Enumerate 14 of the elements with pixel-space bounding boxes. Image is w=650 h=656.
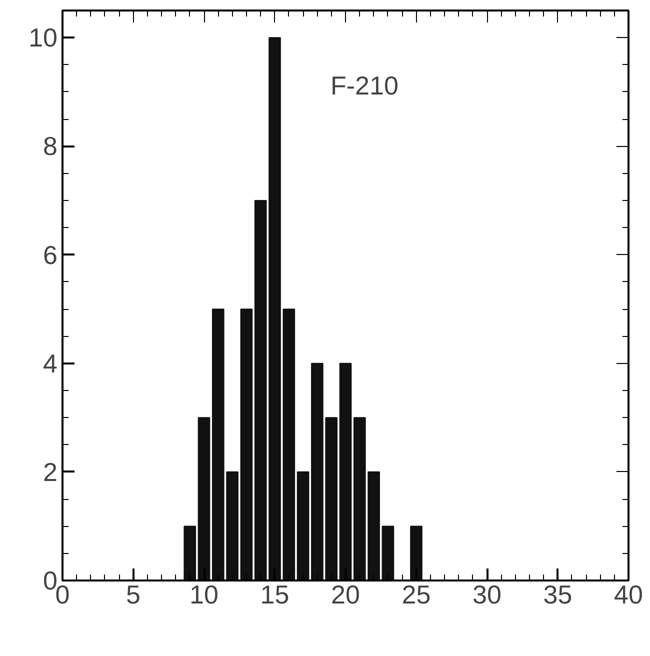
y-tick-label: 8 [43,131,58,162]
y-tick-label: 10 [28,22,58,53]
y-tick-label: 4 [43,348,58,378]
x-tick-label: 15 [260,580,290,610]
x-tick-label: 5 [126,580,140,610]
x-tick-label: 25 [402,580,431,610]
x-tick-label: 10 [190,580,218,610]
x-tick-label: 35 [543,580,572,610]
y-tick-label: 2 [43,456,58,487]
x-tick-label: 40 [614,580,643,610]
x-tick-label: 20 [331,580,360,610]
annotation: F-210 [330,70,398,100]
x-tick-label: 30 [472,580,502,610]
y-tick-label: 6 [43,240,58,270]
